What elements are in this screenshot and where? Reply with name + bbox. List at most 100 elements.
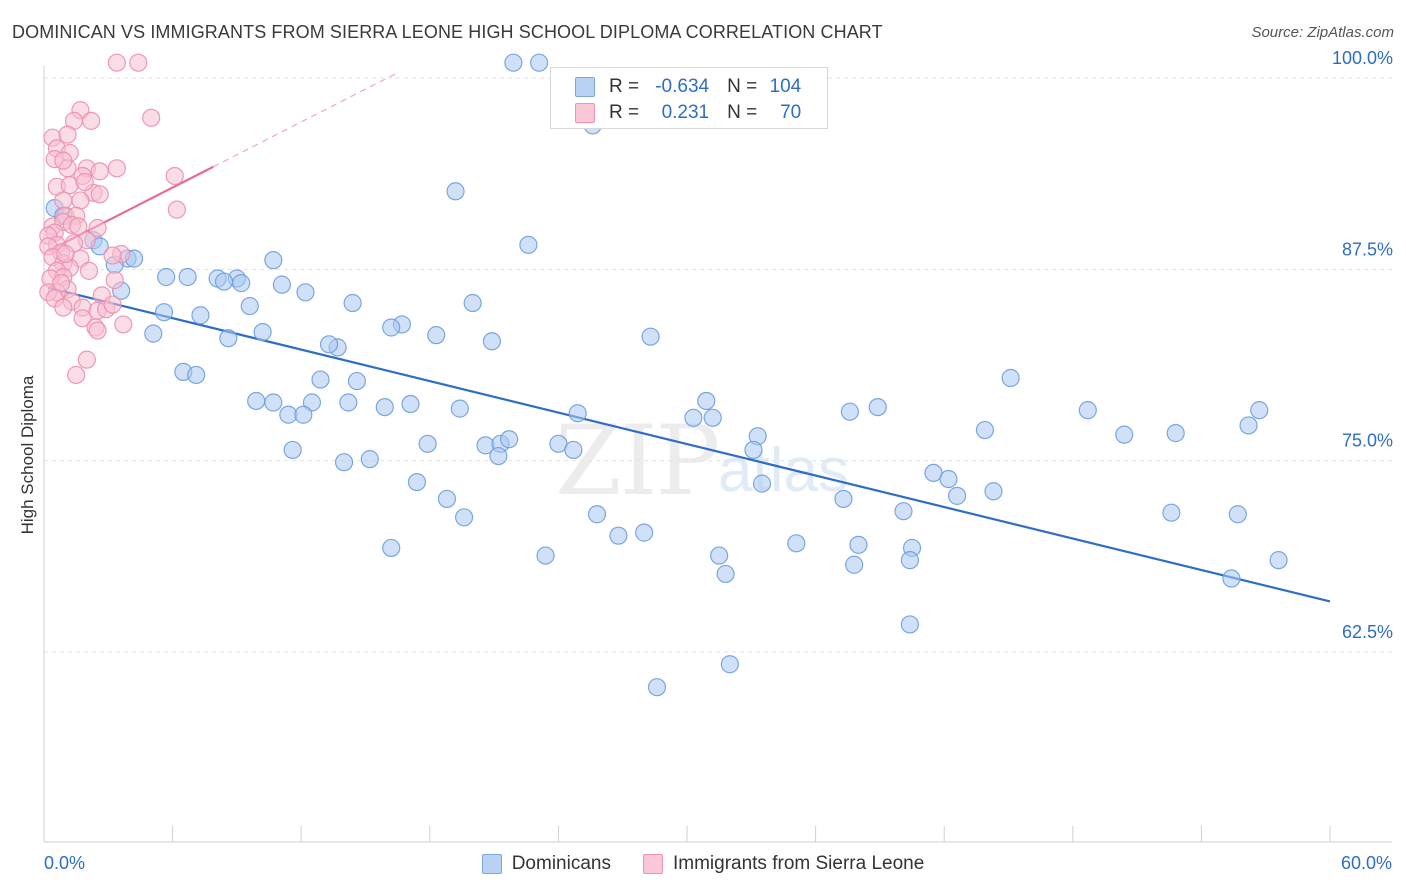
blue-swatch (481, 854, 502, 874)
point-dominicans (311, 370, 330, 389)
point-dominicans (834, 489, 853, 509)
point-dominicans (482, 332, 502, 351)
point-sierra-leone (75, 172, 94, 192)
point-dominicans (401, 394, 420, 414)
point-dominicans (947, 486, 967, 505)
data-points (39, 53, 1288, 697)
point-dominicans (264, 393, 283, 412)
stats-row-dominicans: R = -0.634 N = 104 (575, 75, 801, 99)
point-sierra-leone (167, 200, 186, 219)
point-sierra-leone (73, 309, 92, 328)
point-dominicans (716, 564, 735, 584)
point-dominicans (1166, 424, 1185, 443)
point-sierra-leone (54, 191, 73, 210)
point-dominicans (609, 526, 628, 545)
point-dominicans (214, 272, 234, 291)
y-tick-label: 75.0% (1342, 431, 1393, 451)
point-dominicans (272, 275, 292, 294)
point-dominicans (407, 472, 427, 492)
point-dominicans (587, 505, 607, 524)
point-dominicans (296, 283, 315, 302)
point-dominicans (720, 655, 739, 674)
y-tick-label: 87.5% (1342, 239, 1393, 259)
point-dominicans (427, 326, 446, 345)
point-sierra-leone (165, 166, 184, 186)
point-dominicans (868, 397, 887, 417)
point-dominicans (446, 182, 465, 201)
point-dominicans (647, 678, 667, 697)
point-dominicans (744, 440, 763, 460)
point-dominicans (264, 251, 283, 270)
point-dominicans (1078, 401, 1097, 420)
trend-line-dominicans (48, 286, 1331, 603)
series-legend: Dominicans Immigrants from Sierra Leone (0, 851, 1406, 877)
point-sierra-leone (90, 162, 109, 181)
point-dominicans (504, 53, 523, 72)
point-sierra-leone (52, 274, 71, 293)
point-dominicans (787, 534, 806, 553)
point-sierra-leone (107, 53, 126, 72)
point-dominicans (347, 371, 367, 391)
stats-legend: R = -0.634 N = 104 R = 0.231 N = 70 (550, 67, 828, 129)
y-axis-label: High School Diploma (18, 375, 37, 535)
point-dominicans (191, 306, 210, 325)
point-sierra-leone (69, 217, 88, 236)
point-dominicans (319, 335, 339, 354)
point-dominicans (144, 324, 163, 343)
point-dominicans (752, 474, 772, 493)
point-dominicans (500, 430, 519, 449)
point-sierra-leone (105, 270, 124, 290)
point-dominicans (840, 402, 859, 421)
blue-swatch (575, 77, 595, 97)
point-dominicans (343, 293, 362, 313)
point-dominicans (187, 365, 206, 385)
point-dominicans (283, 440, 302, 460)
point-dominicans (564, 440, 583, 460)
point-dominicans (1115, 425, 1134, 444)
point-dominicans (382, 318, 401, 337)
point-dominicans (845, 555, 864, 574)
r-value: -0.634 (655, 76, 710, 97)
legend-item-dominicans[interactable]: Dominicans (481, 853, 611, 875)
point-dominicans (294, 405, 313, 424)
point-dominicans (939, 469, 958, 489)
point-dominicans (684, 408, 703, 427)
point-dominicans (157, 267, 176, 287)
point-dominicans (418, 434, 437, 453)
point-dominicans (1250, 401, 1269, 420)
point-dominicans (635, 523, 654, 542)
point-dominicans (253, 322, 272, 342)
point-dominicans (232, 274, 251, 293)
watermark-atlas: atlas (718, 436, 849, 505)
point-dominicans (900, 615, 920, 634)
point-dominicans (1269, 551, 1288, 570)
point-dominicans (568, 404, 587, 423)
point-dominicans (1239, 416, 1258, 435)
point-dominicans (519, 235, 538, 254)
point-sierra-leone (90, 185, 109, 204)
pink-swatch (642, 854, 663, 874)
point-sierra-leone (88, 218, 107, 238)
point-sierra-leone (107, 159, 126, 178)
chart-title: DOMINICAN VS IMMIGRANTS FROM SIERRA LEON… (12, 22, 883, 42)
chart-source: Source: ZipAtlas.com (1251, 24, 1394, 41)
point-sierra-leone (88, 321, 107, 340)
point-sierra-leone (67, 365, 86, 385)
n-label: N = (727, 102, 758, 123)
stats-row-sierra-leone: R = 0.231 N = 70 (575, 101, 801, 125)
point-dominicans (240, 296, 259, 316)
legend-item-sierra-leone[interactable]: Immigrants from Sierra Leone (642, 853, 925, 875)
legend-label: Immigrants from Sierra Leone (672, 853, 925, 874)
point-sierra-leone (60, 176, 79, 195)
point-sierra-leone (54, 298, 73, 317)
y-tick-label: 100.0% (1332, 48, 1393, 68)
point-dominicans (454, 508, 474, 527)
point-dominicans (697, 391, 716, 411)
point-sierra-leone (79, 261, 99, 280)
point-dominicans (894, 502, 913, 521)
point-dominicans (1001, 368, 1020, 388)
r-value: 0.231 (661, 102, 710, 123)
pink-swatch (575, 103, 595, 123)
gridlines (44, 77, 1392, 653)
legend-label: Dominicans (511, 853, 611, 874)
